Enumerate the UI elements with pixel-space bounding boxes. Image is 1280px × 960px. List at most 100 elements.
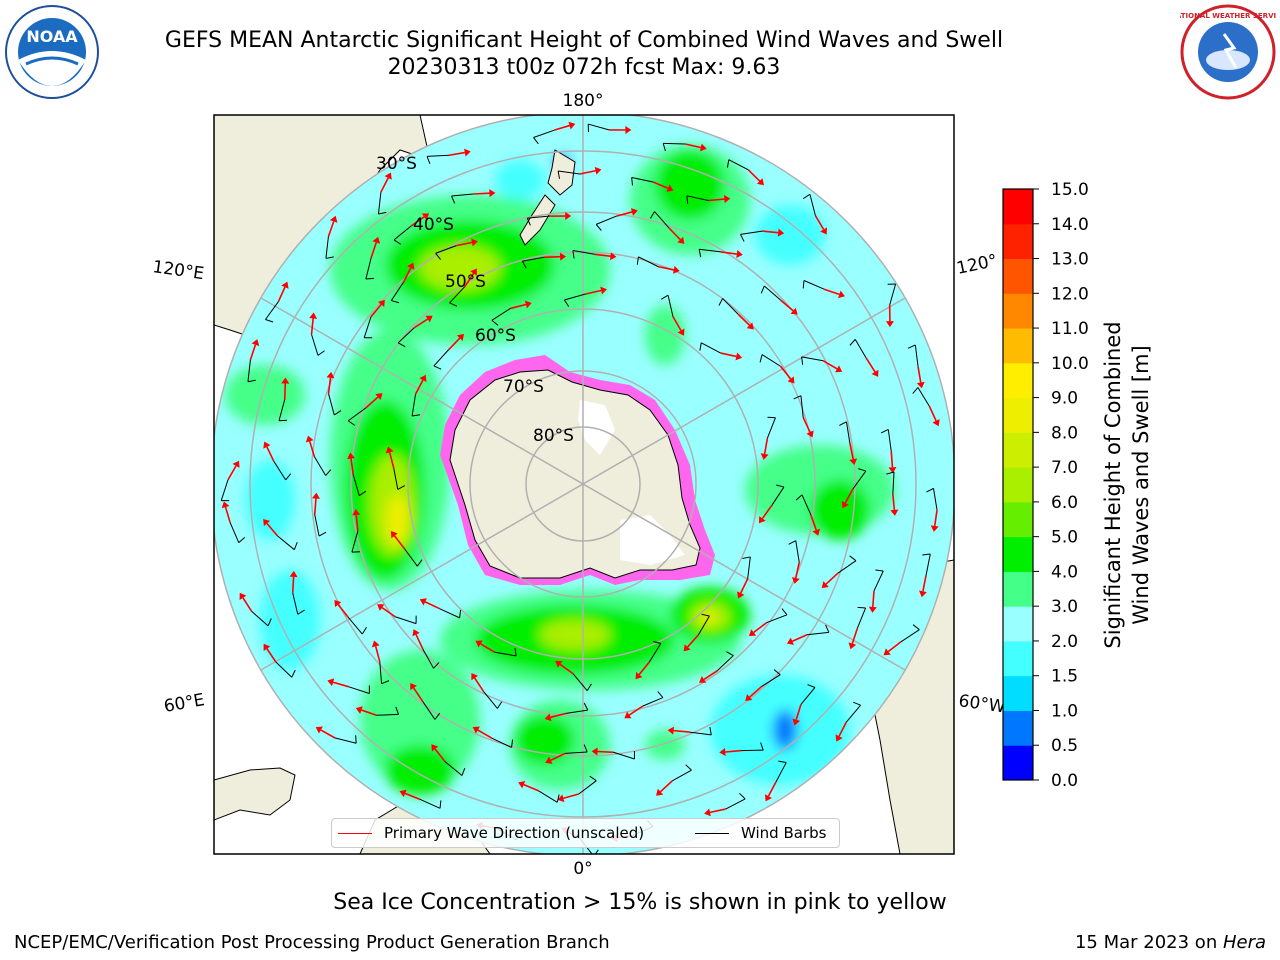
wind-barb [334,737,357,744]
legend-wind-swatch [695,832,729,834]
wave-arrow-head [806,430,814,438]
wave-arrow-head [635,672,643,680]
chart-subtitle: 20230313 t00z 072h fcst Max: 9.63 [387,55,781,80]
colorbar-tick-label: 11.0 [1051,319,1089,339]
wave-arrow [720,251,737,255]
wind-barb [699,248,722,253]
wave-arrow [249,344,257,361]
wave-arrow-head [377,604,385,611]
colorbar-segment [1003,328,1033,364]
colorbar [1003,189,1033,781]
lon-label-120w: 120° [955,251,999,279]
wave-arrow-head [591,747,598,756]
wave-arrow [550,752,566,761]
wind-barb [595,215,617,225]
footer-right: 15 Mar 2023 on Hera [1075,932,1266,953]
lat-label-70s: 70°S [503,377,544,397]
wave-arrow-head [559,252,567,261]
wind-barb-flag [451,195,456,204]
wave-arrow [865,357,876,373]
wind-barb-flag [793,395,802,400]
footer-left: NCEP/EMC/Verification Post Processing Pr… [14,932,610,953]
wave-arrow [415,634,424,650]
colorbar-tick-label: 5.0 [1051,528,1078,548]
wave-arrow [672,316,682,331]
new-zealand-land [547,149,576,196]
wind-barb [390,281,404,301]
colorbar-tick-label: 2.0 [1051,632,1078,652]
wave-arrow [802,417,811,433]
wave-arrow [381,606,396,618]
wind-barb [775,762,787,783]
lon-label-60w: 60°W [957,691,1006,717]
wind-barb-flag [496,701,503,709]
wind-barb [672,769,692,782]
wind-barb [278,399,286,421]
wind-barb [229,522,240,543]
map-frame [213,114,955,855]
wave-direction-arrows [221,121,940,842]
colorbar-tick-label: 6.0 [1051,493,1078,513]
wind-barb-flag [449,302,458,307]
wave-arrow-head [355,706,363,714]
wind-barb-flag [461,767,466,776]
wave-arrow [933,509,938,527]
wave-arrow [822,360,838,370]
nws-logo: NATIONAL WEATHER SERVICE [1180,4,1276,100]
wave-arrow-head [745,694,753,702]
wind-barb-flag [491,319,499,326]
wind-barb-flag [589,775,597,782]
lat-label-40s: 40°S [413,215,454,235]
wave-arrow [327,221,335,237]
wave-arrow-head [221,501,230,509]
wave-arrow [523,783,539,792]
wave-arrow [709,808,726,814]
wind-barb-flag [325,469,332,476]
wave-arrow [763,438,769,455]
wind-barb-flag [631,177,633,186]
colorbar-segment [1003,571,1033,607]
wind-barb [522,256,545,262]
wave-arrow-head [677,236,685,244]
wave-arrow-head [699,143,707,152]
wave-arrow-head [305,435,314,443]
wave-arrow [810,514,817,531]
wind-barb-flag [726,651,734,656]
wind-barb [347,407,367,422]
wave-arrow [510,303,527,310]
wave-arrow [412,687,424,702]
wind-barb-flag [265,319,274,323]
wave-arrow-head [835,734,843,742]
wave-arrow [652,181,669,189]
wave-arrow-head [410,682,417,691]
wind-barb-flag [802,193,811,200]
wave-arrow-head [868,606,877,613]
wave-arrow-head [841,501,849,509]
wind-barb-flag [317,350,325,356]
wind-barb [363,316,372,338]
wave-arrow-head [777,228,785,237]
wind-barb-flag [291,669,296,678]
wave-arrow-head [385,446,394,454]
wave-arrow [851,628,859,644]
wind-barb-flag [807,684,816,688]
wave-arrow [388,452,395,468]
wave-arrow [355,514,359,532]
wave-arrow-head [371,640,380,648]
wind-barb [889,283,897,306]
wind-barb [689,731,712,736]
wind-barb-flag [776,484,785,488]
wind-barb-flag [699,342,702,351]
wave-arrow-head [667,726,674,735]
wave-arrow-head [735,352,743,361]
colorbar-tick-label: 12.0 [1051,284,1089,304]
wave-arrow [332,681,349,688]
wave-arrow [413,318,429,329]
wave-arrow [597,750,614,754]
wave-arrow-head [281,281,289,289]
wave-arrow-head [871,369,879,377]
wind-barbs [220,123,938,854]
wind-barb-flag [795,494,803,501]
wave-arrow [585,289,602,295]
